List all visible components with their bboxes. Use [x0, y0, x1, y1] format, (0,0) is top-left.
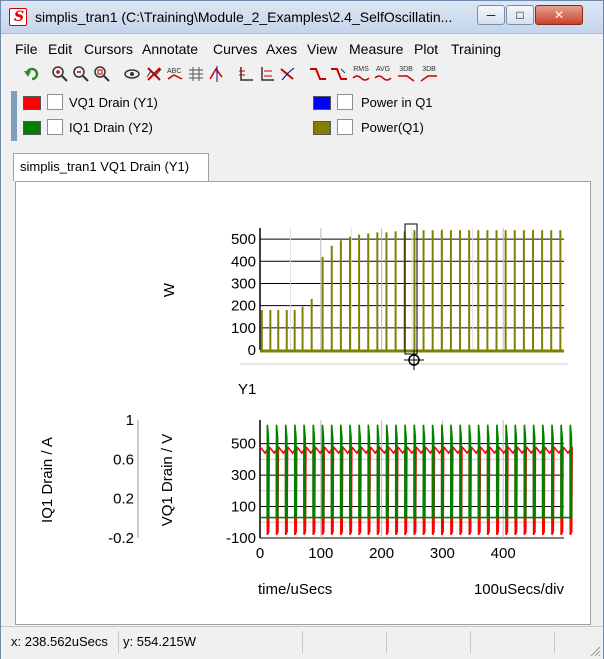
- menu-view[interactable]: View: [307, 41, 338, 57]
- close-button[interactable]: ✕: [535, 5, 583, 25]
- label-icon[interactable]: ABC: [166, 65, 184, 83]
- legend-label-power-in-q1: Power in Q1: [361, 95, 433, 110]
- legend-label-power-q1: Power(Q1): [361, 120, 424, 135]
- iq1-drain-trace: [260, 424, 573, 519]
- rms-label: RMS: [353, 66, 369, 73]
- zoom-in-icon[interactable]: [51, 65, 69, 83]
- legend-label-vq1: VQ1 Drain (Y1): [69, 95, 158, 110]
- tab-simplis-tran1[interactable]: simplis_tran1 VQ1 Drain (Y1): [13, 153, 209, 181]
- svg-text:ABC: ABC: [167, 68, 181, 75]
- vq1-ytick-label: -100: [226, 530, 256, 547]
- legend-checkbox-power-in-q1[interactable]: [337, 94, 353, 110]
- legend-checkbox-vq1[interactable]: [47, 94, 63, 110]
- 3db-icon[interactable]: 3DB: [396, 65, 416, 83]
- status-x-readout: x: 238.562uSecs: [11, 631, 119, 653]
- legend-checkbox-iq1[interactable]: [47, 119, 63, 135]
- curve-legend: VQ1 Drain (Y1) IQ1 Drain (Y2) Power in Q…: [11, 89, 601, 143]
- menu-curves[interactable]: Curves: [213, 41, 258, 57]
- menu-plot[interactable]: Plot: [414, 41, 439, 57]
- 3db-fall-icon[interactable]: 3DB: [419, 65, 439, 83]
- time-xtick-label: 100: [308, 545, 333, 562]
- vq1-ylabel: VQ1 Drain / V: [159, 434, 176, 527]
- 3db-fall-label: 3DB: [422, 66, 436, 73]
- power-ytick-label: 400: [231, 253, 256, 270]
- legend-checkbox-power-q1[interactable]: [337, 119, 353, 135]
- time-xtick-label: 300: [430, 545, 455, 562]
- menu-measure[interactable]: Measure: [349, 41, 404, 57]
- power-plot[interactable]: 500 400 300 200 100 0 W: [161, 223, 568, 370]
- cursor-box: [404, 223, 418, 355]
- vq1-ytick-label: 300: [231, 467, 256, 484]
- iq1-ytick-label: 0.2: [113, 491, 134, 508]
- toolbar: ABC RMS AVG 3DB 3DB: [11, 63, 601, 87]
- iq1-ytick-label: -0.2: [108, 530, 134, 547]
- axis-y-icon[interactable]: [258, 65, 276, 83]
- menu-annotate[interactable]: Annotate: [142, 41, 199, 57]
- status-cell-empty-2: [391, 631, 471, 653]
- legend-label-iq1: IQ1 Drain (Y2): [69, 120, 153, 135]
- iq1-ylabel: IQ1 Drain / A: [39, 437, 56, 523]
- probe-icon[interactable]: [279, 65, 297, 83]
- maximize-button[interactable]: □: [506, 5, 534, 25]
- power-ylabel: W: [161, 282, 178, 297]
- rms-icon[interactable]: RMS: [351, 65, 371, 83]
- power-ytick-label: 500: [231, 231, 256, 248]
- power-ytick-label: 0: [248, 342, 256, 359]
- eye-icon[interactable]: [123, 65, 141, 83]
- rise-icon[interactable]: [309, 65, 327, 83]
- time-xtick-label: 200: [369, 545, 394, 562]
- cursor-icon[interactable]: [208, 65, 226, 83]
- status-cell-empty-3: [475, 631, 555, 653]
- tab-bar: simplis_tran1 VQ1 Drain (Y1): [11, 151, 601, 181]
- resize-grip-icon[interactable]: [589, 645, 601, 657]
- avg-icon[interactable]: AVG: [373, 65, 393, 83]
- iq1-ytick-label: 1: [126, 412, 134, 429]
- iq1-ytick-label: 0.6: [113, 451, 134, 468]
- menu-training[interactable]: Training: [451, 41, 502, 57]
- plot-area[interactable]: 500 400 300 200 100 0 W Y1 500 300 100 -100 0 100 200…: [15, 181, 591, 625]
- power-ytick-label: 100: [231, 320, 256, 337]
- legend-strip: [11, 91, 17, 141]
- time-xtick-label: 0: [256, 545, 264, 562]
- menu-file[interactable]: File: [15, 41, 38, 57]
- status-y-readout: y: 554.215W: [123, 631, 303, 653]
- 3db-label: 3DB: [399, 66, 413, 73]
- menu-bar: File Edit Cursors Annotate Curves Axes V…: [1, 37, 603, 61]
- legend-swatch-power-q1[interactable]: [313, 121, 331, 135]
- undo-icon[interactable]: [23, 65, 41, 83]
- title-bar[interactable]: simplis_tran1 (C:\Training\Module_2_Exam…: [1, 1, 603, 34]
- power-ytick-label: 200: [231, 298, 256, 315]
- legend-swatch-iq1[interactable]: [23, 121, 41, 135]
- grid-icon[interactable]: [187, 65, 205, 83]
- window-title: simplis_tran1 (C:\Training\Module_2_Exam…: [35, 9, 453, 25]
- legend-swatch-power-in-q1[interactable]: [313, 96, 331, 110]
- time-xtick-label: 400: [491, 545, 516, 562]
- fall-icon[interactable]: [330, 65, 348, 83]
- minimize-button[interactable]: ─: [477, 5, 505, 25]
- time-xlabel: time/uSecs: [258, 581, 332, 598]
- power-ytick-label: 300: [231, 275, 256, 292]
- avg-label: AVG: [375, 66, 391, 73]
- legend-swatch-vq1[interactable]: [23, 96, 41, 110]
- delete-curve-icon[interactable]: [145, 65, 163, 83]
- vq1-ytick-label: 100: [231, 499, 256, 516]
- axis-icon[interactable]: [237, 65, 255, 83]
- status-bar: x: 238.562uSecs y: 554.215W: [1, 626, 603, 659]
- simplis-app-icon: [9, 8, 27, 26]
- bottom-chart-title: Y1: [238, 381, 256, 398]
- status-cell-empty-1: [307, 631, 387, 653]
- menu-cursors[interactable]: Cursors: [84, 41, 134, 57]
- zoom-fit-icon[interactable]: [93, 65, 111, 83]
- menu-edit[interactable]: Edit: [48, 41, 73, 57]
- zoom-out-icon[interactable]: [72, 65, 90, 83]
- menu-axes[interactable]: Axes: [266, 41, 298, 57]
- vq1-ytick-label: 500: [231, 436, 256, 453]
- time-div-label: 100uSecs/div: [474, 581, 565, 598]
